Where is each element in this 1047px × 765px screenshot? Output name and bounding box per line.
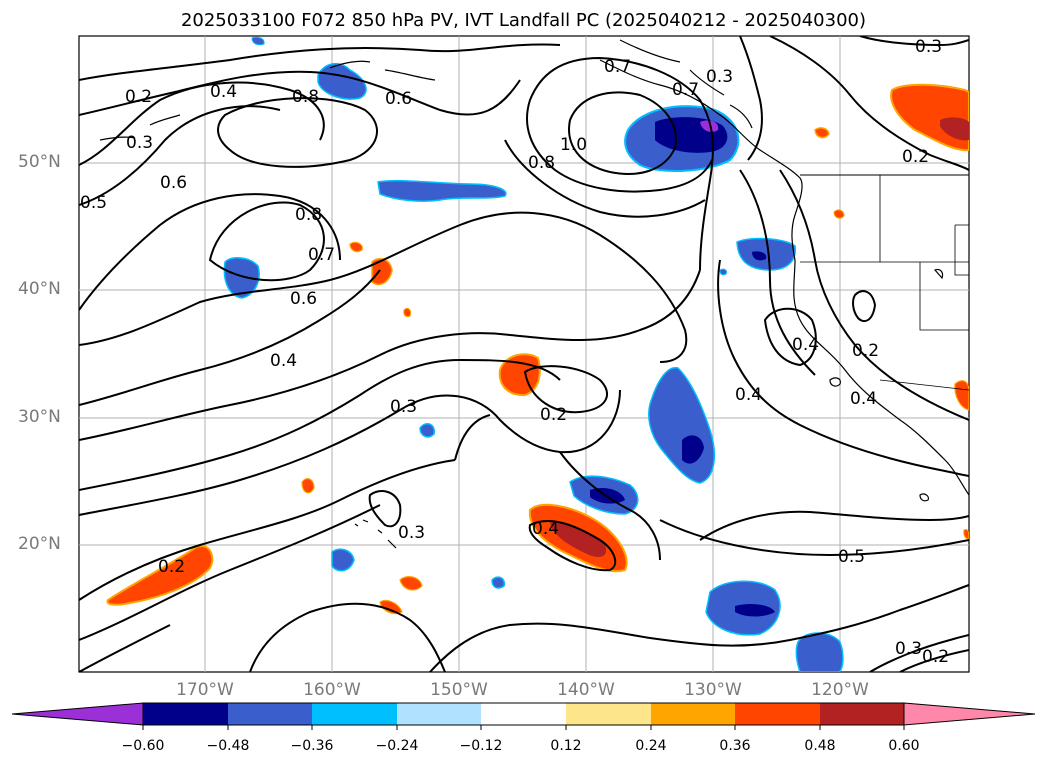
- colorbar-tick-label: −0.24: [375, 738, 419, 754]
- lon-label: 150°W: [430, 680, 488, 700]
- lat-label: 40°N: [18, 279, 61, 299]
- colorbar-tick-label: 0.48: [804, 738, 836, 754]
- contour-label: 0.7: [308, 245, 335, 265]
- colorbar-extend-min: [11, 702, 144, 726]
- colorbar-bin: [735, 703, 820, 725]
- contour-label: 0.3: [398, 523, 425, 543]
- contour-label: 0.3: [126, 133, 153, 153]
- contour-label: 0.4: [792, 335, 819, 355]
- colorbar-tick-label: −0.60: [121, 738, 165, 754]
- contour-label: 0.6: [160, 173, 187, 193]
- contour-label: 1.0: [560, 135, 587, 155]
- contour-label: 0.8: [292, 87, 319, 107]
- colorbar-bin: [312, 703, 397, 725]
- contour-label: 0.8: [295, 205, 322, 225]
- contour-label: 0.2: [125, 87, 152, 107]
- colorbar-tick-label: −0.48: [206, 738, 250, 754]
- contour-label: 0.2: [540, 405, 567, 425]
- map-title: 2025033100 F072 850 hPa PV, IVT Landfall…: [180, 10, 867, 31]
- colorbar-bin: [228, 703, 312, 725]
- lon-label: 130°W: [684, 680, 742, 700]
- contour-label: 0.3: [895, 639, 922, 659]
- colorbar-bin: [481, 703, 566, 725]
- contour-label: 0.3: [706, 67, 733, 87]
- contour-label: 0.6: [290, 289, 317, 309]
- colorbar-tick-label: 0.24: [635, 738, 667, 754]
- gridlines: [79, 36, 969, 672]
- colorbar-extend-max: [903, 702, 1036, 726]
- colorbar-frame: [142, 702, 905, 726]
- lon-label: 170°W: [176, 680, 234, 700]
- lon-label: 120°W: [811, 680, 869, 700]
- negative-pv-shading: [223, 36, 844, 672]
- contour-label: 0.2: [922, 647, 949, 667]
- contour-label: 0.8: [528, 153, 555, 173]
- contour-label: 0.5: [838, 547, 865, 567]
- colorbar-bin: [566, 703, 651, 725]
- pv-contours: [79, 36, 969, 672]
- colorbar-bin: [651, 703, 735, 725]
- contour-label: 0.4: [532, 519, 559, 539]
- colorbar-tick-label: −0.36: [290, 738, 334, 754]
- contour-label: 0.4: [270, 351, 297, 371]
- colorbar-bin: [397, 703, 481, 725]
- lat-label: 50°N: [18, 152, 61, 172]
- contour-label: 0.5: [80, 193, 107, 213]
- colorbar-tick-label: 0.12: [550, 738, 582, 754]
- colorbar-tick-label: 0.60: [888, 738, 920, 754]
- contour-label: 0.2: [158, 557, 185, 577]
- contour-label: 0.3: [390, 397, 417, 417]
- contour-label: 0.3: [915, 37, 942, 57]
- contour-label: 0.2: [852, 341, 879, 361]
- contour-label: 0.7: [604, 57, 631, 77]
- colorbar-bin: [820, 703, 904, 725]
- contour-label: 0.4: [210, 82, 237, 102]
- contour-labels: 0.2 0.4 0.3 0.6 0.5 0.8 0.6 0.7 1.0 0.8 …: [80, 37, 949, 667]
- contour-label: 0.6: [385, 89, 412, 109]
- lat-label: 30°N: [18, 407, 61, 427]
- contour-label: 0.7: [672, 80, 699, 100]
- lat-label: 20°N: [18, 534, 61, 554]
- lon-label: 160°W: [303, 680, 361, 700]
- contour-label: 0.4: [850, 389, 877, 409]
- colorbar-tick-label: −0.12: [459, 738, 503, 754]
- contour-label: 0.4: [735, 385, 762, 405]
- contour-label: 0.2: [902, 147, 929, 167]
- colorbar: [11, 702, 1036, 730]
- lon-label: 140°W: [557, 680, 615, 700]
- colorbar-bin: [143, 703, 228, 725]
- colorbar-tick-label: 0.36: [719, 738, 751, 754]
